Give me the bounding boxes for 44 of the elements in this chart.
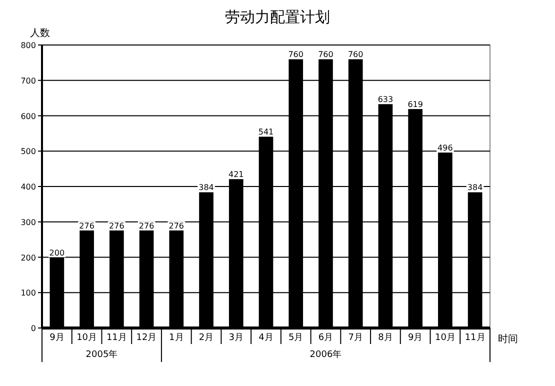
data-label: 276 (109, 221, 124, 230)
y-tick-label: 700 (20, 76, 36, 86)
x-tick-label: 9月 (50, 333, 64, 343)
x-tick-label: 10月 (434, 333, 456, 343)
data-label: 276 (168, 221, 184, 230)
data-label: 384 (198, 183, 214, 192)
x-tick-label: 4月 (258, 333, 274, 343)
y-tick-label: 600 (20, 112, 36, 121)
data-label: 276 (79, 221, 94, 230)
x-tick-label: 3月 (228, 333, 244, 343)
data-label: 541 (258, 128, 274, 137)
x-tick-label: 12月 (136, 333, 157, 343)
x-tick-label: 5月 (288, 333, 304, 343)
x-tick-label: 8月 (378, 333, 393, 343)
data-label: 760 (288, 50, 304, 60)
chart-title: 劳动力配置计划 (225, 8, 330, 26)
data-label: 421 (228, 170, 244, 180)
y-tick-label: 0 (30, 324, 36, 333)
x-tick-label: 11月 (106, 333, 127, 343)
x-tick-label: 6月 (318, 333, 334, 343)
data-label: 200 (49, 248, 65, 258)
y-tick-label: 200 (20, 253, 36, 262)
x-tick-label: 9月 (408, 333, 423, 343)
text: 2005年 (86, 349, 118, 360)
data-label: 760 (348, 50, 364, 60)
y-tick-label: 800 (20, 41, 36, 50)
y-tick-label: 300 (20, 218, 36, 227)
data-label: 276 (138, 221, 154, 230)
x-tick-label: 7月 (348, 333, 363, 343)
x-axis-title: 时间 (498, 333, 518, 345)
y-tick-label: 400 (20, 182, 36, 192)
data-label: 633 (378, 95, 394, 104)
x-tick-label: 2月 (198, 333, 214, 343)
y-tick-label: 100 (20, 288, 36, 298)
x-tick-label: 11月 (464, 333, 486, 343)
x-tick-label: 10月 (76, 333, 98, 343)
data-label: 760 (318, 50, 334, 60)
data-label: 619 (408, 100, 423, 110)
data-label: 384 (467, 183, 483, 192)
y-tick-label: 500 (20, 147, 36, 156)
data-label: 496 (438, 144, 453, 153)
text: 2006年 (310, 349, 342, 360)
x-tick-label: 1月 (169, 333, 184, 343)
y-axis-title: 人数 (30, 28, 50, 39)
